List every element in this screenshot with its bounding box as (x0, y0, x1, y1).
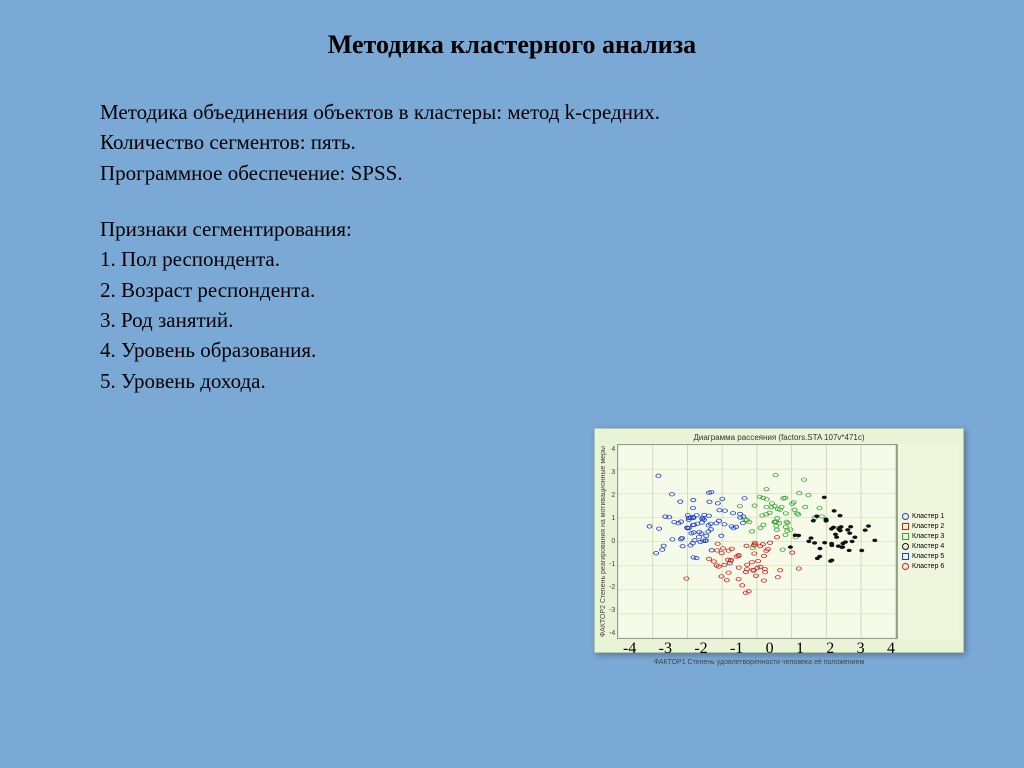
legend-item: Кластер 2 (902, 523, 959, 530)
intro-line-1: Методика объединения объектов в кластеры… (100, 98, 964, 126)
feature-3: 3. Род занятий. (100, 306, 964, 334)
legend-item: Кластер 5 (902, 553, 959, 560)
chart-title: Диаграмма рассеяния (factors.STA 107v*47… (599, 433, 959, 442)
intro-paragraph: Методика объединения объектов в кластеры… (100, 98, 964, 187)
intro-line-2: Количество сегментов: пять. (100, 128, 964, 156)
legend-item: Кластер 4 (902, 543, 959, 550)
y-ticks: 43210-1-2-3-4 (608, 444, 617, 639)
feature-1: 1. Пол респондента. (100, 245, 964, 273)
feature-5: 5. Уровень дохода. (100, 367, 964, 395)
body-text: Методика объединения объектов в кластеры… (100, 98, 964, 395)
feature-4: 4. Уровень образования. (100, 336, 964, 364)
legend-item: Кластер 3 (902, 533, 959, 540)
page-title: Методика кластерного анализа (60, 30, 964, 60)
legend-item: Кластер 6 (902, 563, 959, 570)
intro-line-3: Программное обеспечение: SPSS. (100, 159, 964, 187)
legend-item: Кластер 1 (902, 513, 959, 520)
x-axis-label: ФАКТОР1 Степень удовлетворенности челове… (621, 659, 897, 666)
legend: Кластер 1 Кластер 2 Кластер 3 Кластер 4 Клас… (897, 444, 959, 639)
plot-area (617, 444, 897, 639)
features-block: Признаки сегментирования: 1. Пол респонд… (100, 215, 964, 395)
feature-2: 2. Возраст респондента. (100, 276, 964, 304)
y-axis-label: ФАКТОР2 Степень реагирования на мотиваци… (599, 444, 608, 639)
scatter-chart: Диаграмма рассеяния (factors.STA 107v*47… (594, 428, 964, 653)
features-heading: Признаки сегментирования: (100, 215, 964, 243)
x-ticks: -4-3-2-101234 (621, 639, 897, 658)
